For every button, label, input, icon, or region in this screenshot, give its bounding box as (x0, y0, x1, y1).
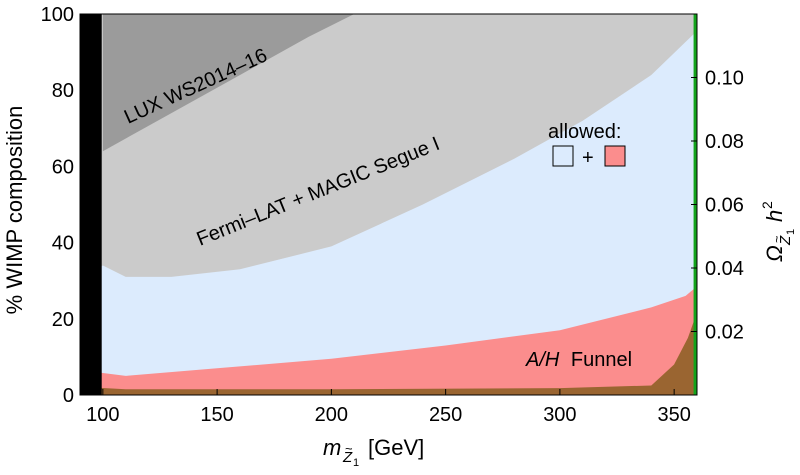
y2-axis-h: h (762, 210, 787, 222)
y2-axis-label: Ω Z ~ 1 h 2 (759, 201, 797, 262)
y-tick-label: 40 (52, 233, 74, 255)
brown-area (91, 318, 695, 395)
funnel-label-rest: Funnel (565, 349, 632, 371)
y-tick-label: 60 (52, 156, 74, 178)
y-axis-label: % WIMP composition (2, 106, 27, 315)
lux-excluded-area (102, 14, 355, 152)
funnel-region-label: A/H Funnel (525, 349, 632, 371)
x-axis-label: m Z ~ 1 [GeV] (323, 435, 424, 469)
funnel-area (96, 288, 695, 395)
x-axis-tilde: ~ (345, 441, 353, 456)
x-tick-label: 300 (543, 404, 576, 426)
y-tick-label: 20 (52, 309, 74, 331)
y-tick-label: 0 (63, 385, 74, 407)
y2-tick-label: 0.02 (705, 322, 744, 344)
y2-axis-sub: Z (777, 235, 794, 246)
x-tick-label: 200 (315, 404, 348, 426)
y2-axis-symbol: Ω (762, 245, 787, 262)
legend-plus: + (582, 147, 594, 169)
y2-axis-tilde: ~ (769, 235, 784, 243)
regions-layer (80, 14, 697, 395)
legend-swatch-red (604, 145, 626, 167)
y2-tick-label: 0.10 (705, 68, 744, 90)
x-tick-label: 350 (657, 404, 690, 426)
y-tick-label: 80 (52, 80, 74, 102)
x-axis-symbol: m (323, 435, 341, 460)
y2-tick-label: 0.04 (705, 258, 744, 280)
y2-tick-label: 0.08 (705, 131, 744, 153)
x-axis-subsub: 1 (353, 457, 359, 469)
funnel-label-italic: A/H (525, 349, 560, 371)
x-axis-sub: Z (342, 449, 353, 466)
ticks-layer: 100 150 200 250 300 350 0 20 40 60 80 100 0.02 0.04 0.… (41, 4, 744, 426)
y2-axis-exp: 2 (759, 201, 775, 209)
legend: allowed: + (548, 121, 626, 169)
legend-title: allowed: (548, 121, 621, 143)
y2-tick-label: 0.06 (705, 195, 744, 217)
y2-axis-subsub: 1 (785, 229, 797, 235)
x-tick-label: 100 (86, 404, 119, 426)
x-tick-label: 250 (429, 404, 462, 426)
x-axis-unit: [GeV] (368, 435, 424, 460)
allowed-blue-area (91, 33, 695, 395)
x-tick-label: 150 (200, 404, 233, 426)
legend-swatch-blue (552, 145, 574, 167)
left-black-band (80, 14, 102, 395)
y-tick-label: 100 (41, 4, 74, 26)
